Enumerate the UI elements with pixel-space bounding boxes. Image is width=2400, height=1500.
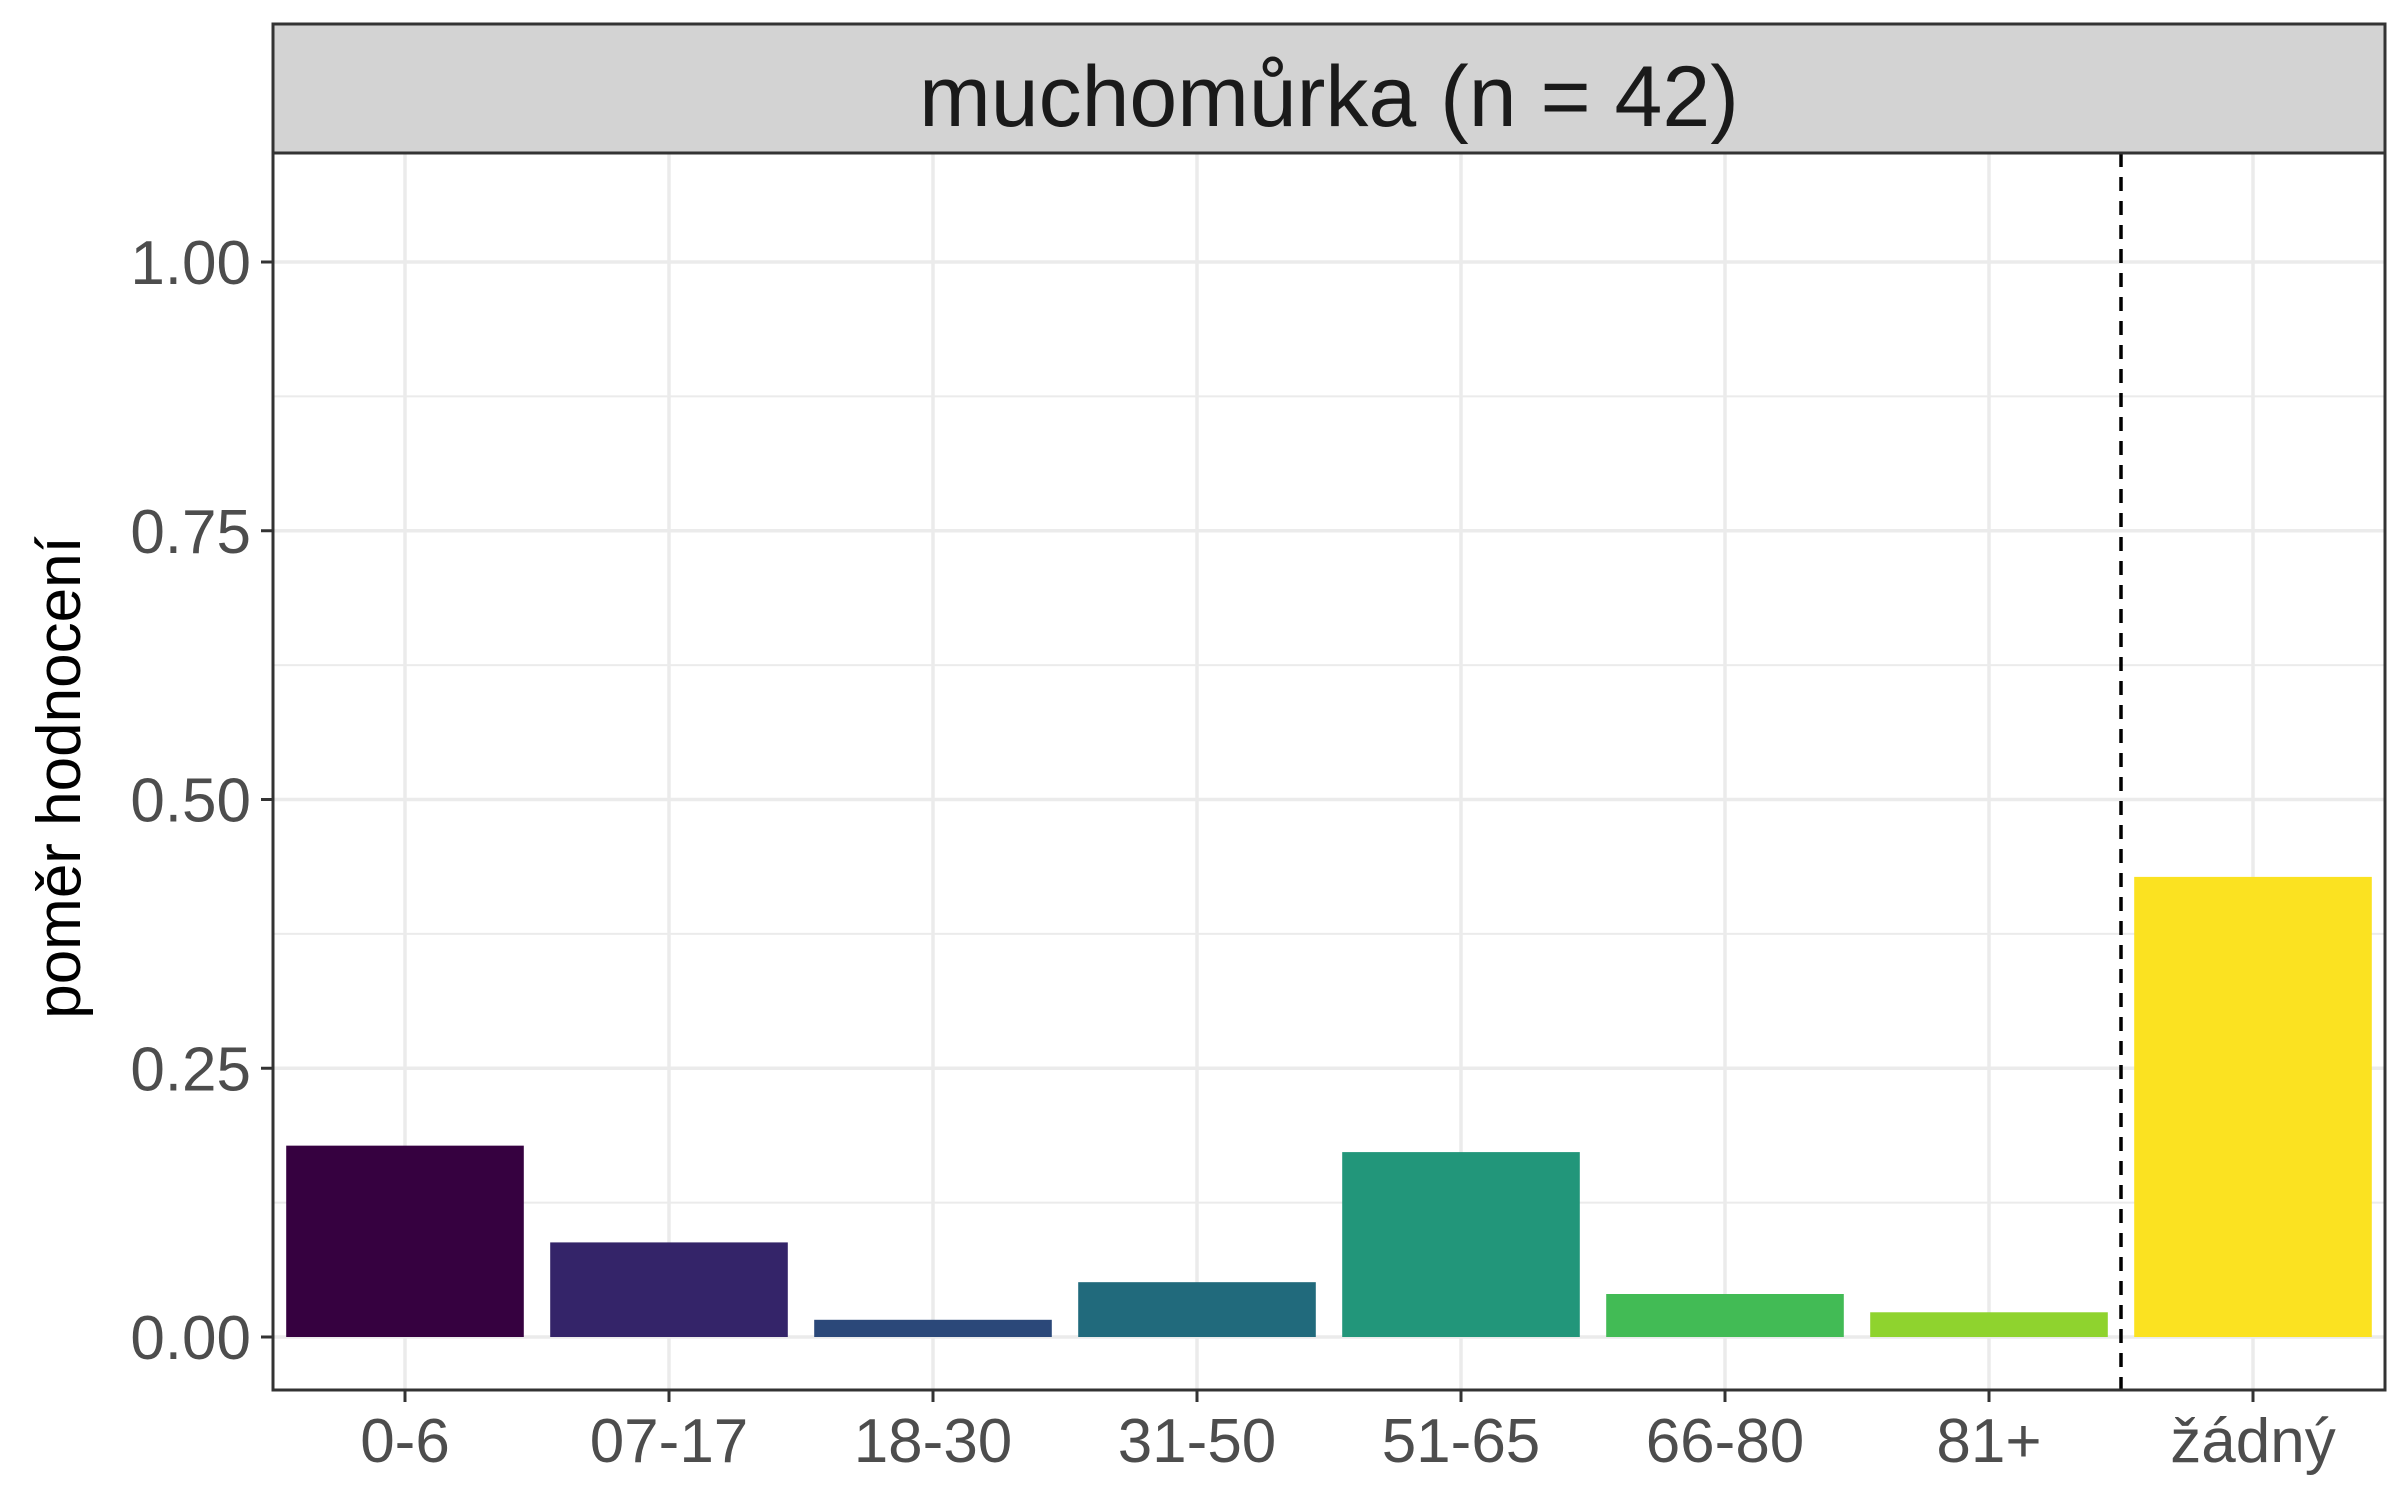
- bar-51-65: [1342, 1152, 1580, 1337]
- y-tick-label: 0.00: [130, 1304, 251, 1373]
- bar-07-17: [550, 1242, 788, 1337]
- facet-strip: [271, 22, 2387, 155]
- bar-žádný: [2134, 876, 2372, 1337]
- facet-strip-title: muchomůrka (n = 42): [919, 49, 1739, 145]
- x-tick-label: 66-80: [1646, 1407, 1805, 1476]
- plot-panel: [273, 153, 2385, 1390]
- x-tick-label: 81+: [1936, 1407, 2041, 1476]
- plot-border: [271, 151, 2387, 1392]
- y-axis: 0.00 0.25 0.50 0.75 1.00: [130, 229, 273, 1373]
- bar-66-80: [1606, 1294, 1844, 1337]
- y-tick-label: 0.50: [130, 767, 251, 836]
- bar-18-30: [814, 1319, 1052, 1337]
- bar-31-50: [1078, 1282, 1316, 1337]
- y-tick-label: 0.75: [130, 498, 251, 567]
- x-axis: 0-6 07-17 18-30 31-50 51-65 66-80 81+ žádný: [360, 1390, 2336, 1476]
- y-tick-label: 0.25: [130, 1035, 251, 1104]
- bar-0-6: [286, 1145, 524, 1337]
- grid-lines: [273, 153, 2385, 1390]
- x-tick-label: 0-6: [360, 1407, 450, 1476]
- x-tick-label: 07-17: [590, 1407, 749, 1476]
- x-tick-label: 18-30: [854, 1407, 1013, 1476]
- x-tick-label: 51-65: [1382, 1407, 1541, 1476]
- x-tick-label: žádný: [2170, 1407, 2335, 1476]
- x-tick-label: 31-50: [1118, 1407, 1277, 1476]
- bars: [286, 876, 2372, 1337]
- bar-81+: [1870, 1312, 2108, 1337]
- y-tick-label: 1.00: [130, 229, 251, 298]
- y-axis-title: poměr hodnocení: [25, 536, 94, 1019]
